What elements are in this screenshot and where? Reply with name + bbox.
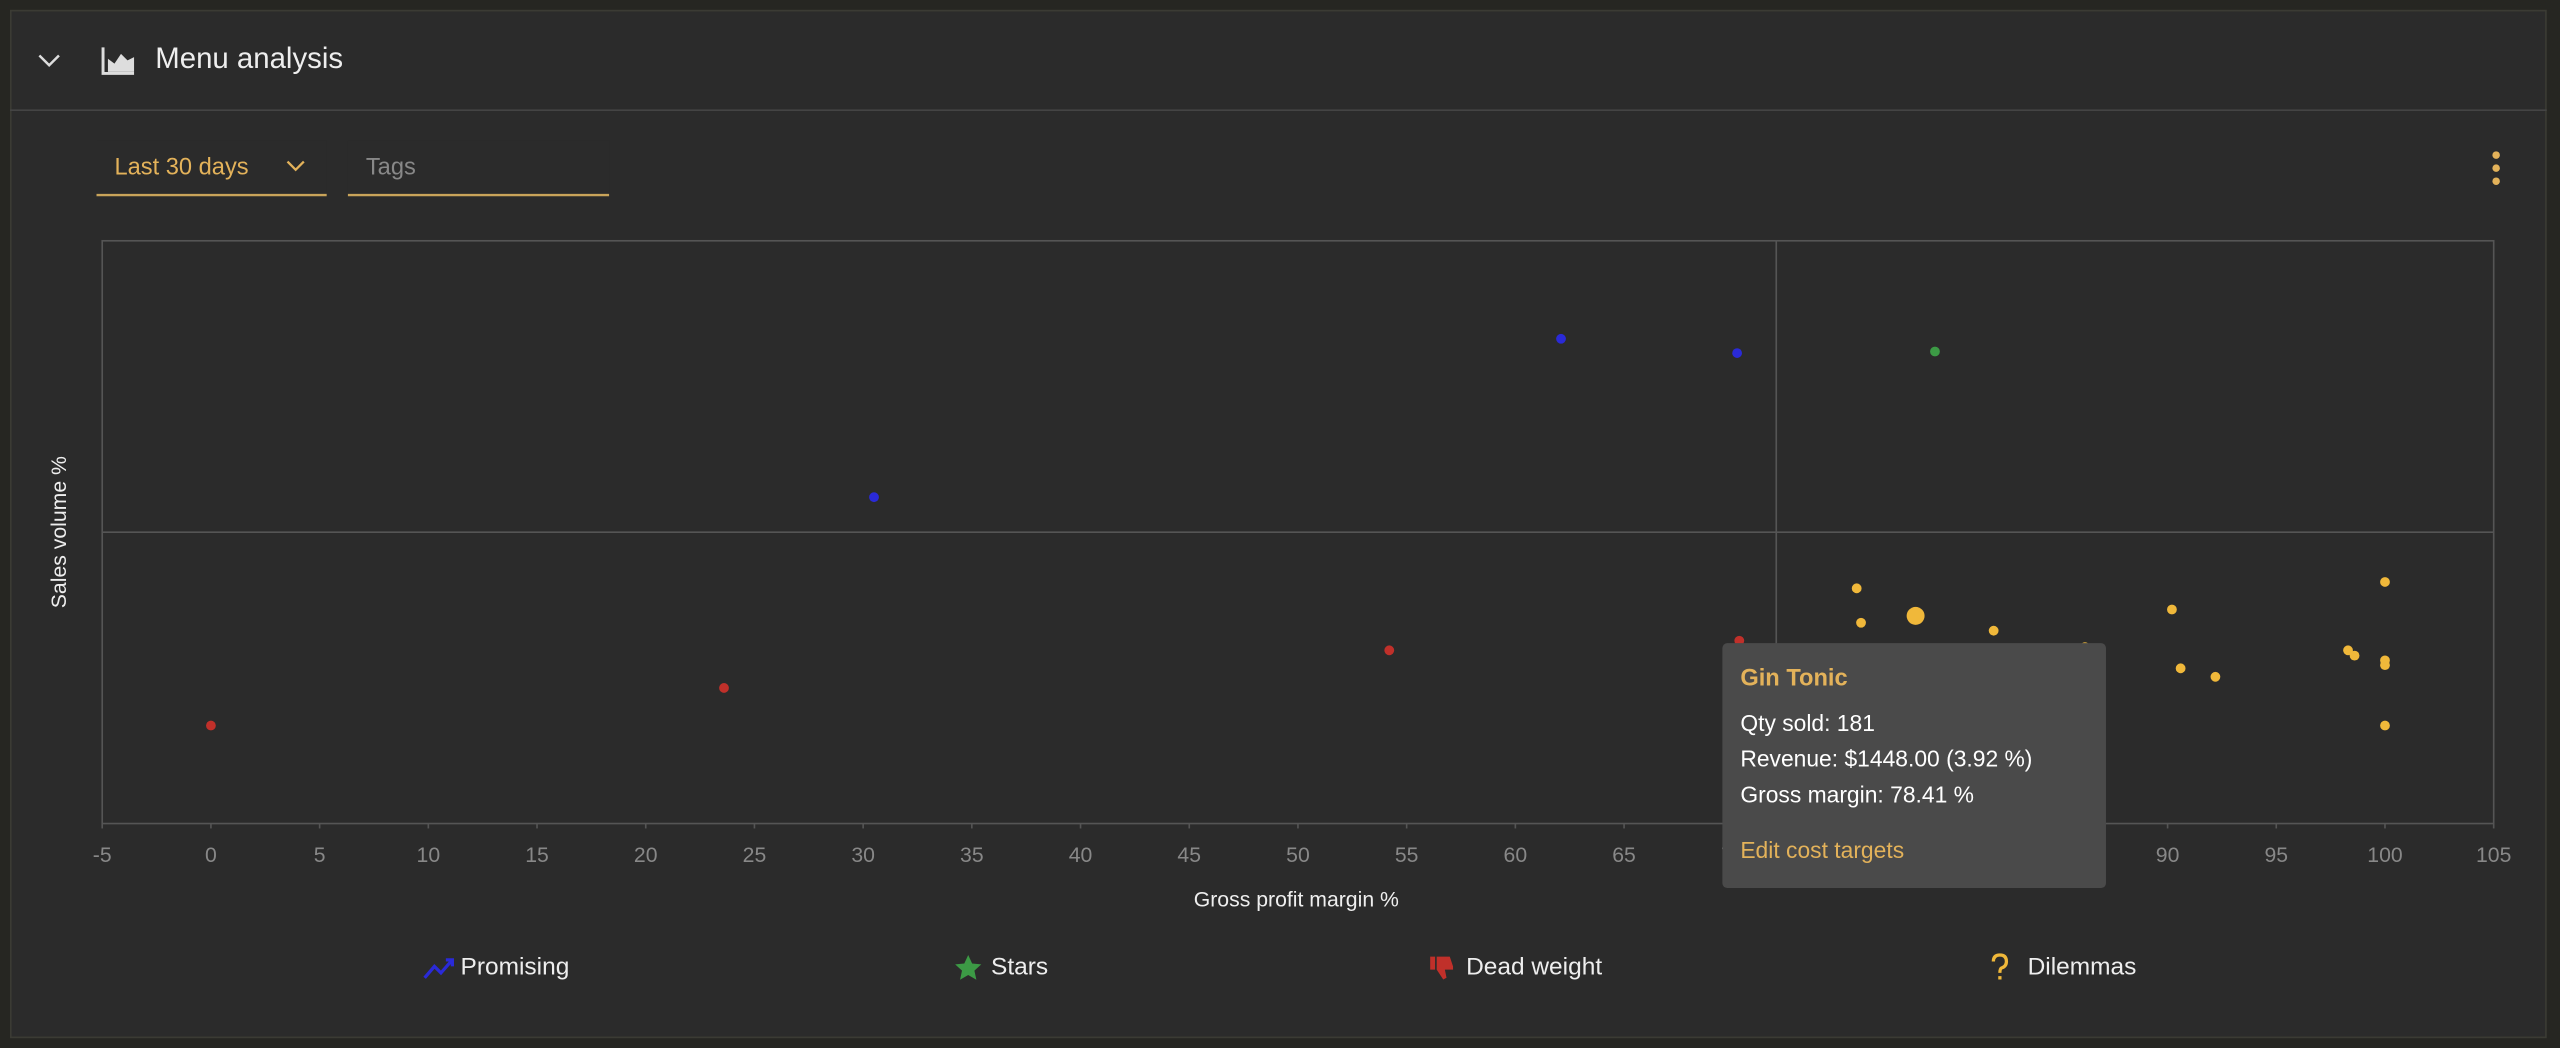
period-select[interactable]: Last 30 days <box>96 140 327 197</box>
panel-title: Menu analysis <box>155 42 343 75</box>
x-tick-label: 15 <box>525 844 549 867</box>
x-tick-label: 35 <box>960 844 984 867</box>
legend-icon <box>1430 956 1454 980</box>
x-tick-label: 10 <box>417 844 441 867</box>
chart-icon <box>101 47 135 75</box>
data-point[interactable] <box>2380 577 2390 587</box>
tooltip-link[interactable]: Edit cost targets <box>1740 837 1904 863</box>
legend-label: Dilemmas <box>2028 953 2137 980</box>
data-point[interactable] <box>2167 604 2177 615</box>
data-point[interactable] <box>2349 650 2360 661</box>
data-point[interactable] <box>1851 583 1862 594</box>
legend-item[interactable]: Stars <box>955 953 1048 980</box>
tooltip-title: Gin Tonic <box>1740 665 1847 691</box>
plot: -505101520253035404550556065707580859095… <box>93 240 2511 867</box>
data-point[interactable] <box>2380 660 2390 671</box>
data-point[interactable] <box>1906 606 1925 625</box>
data-point[interactable] <box>1556 333 1566 344</box>
tooltip-box <box>1722 643 2106 889</box>
period-value: Last 30 days <box>114 154 248 180</box>
data-point[interactable] <box>869 492 879 503</box>
legend-icon <box>1991 953 2009 980</box>
x-tick-label: 50 <box>1286 844 1310 867</box>
data-point[interactable] <box>206 720 216 731</box>
data-point[interactable] <box>1856 617 1866 628</box>
legend: Promising Stars Dead weight Dilemmas <box>423 953 2137 980</box>
x-tick-label: -5 <box>93 844 112 867</box>
x-tick-label: 40 <box>1069 844 1093 867</box>
x-tick-label: 45 <box>1177 844 1201 867</box>
x-tick-label: 95 <box>2264 844 2288 867</box>
x-tick-label: 90 <box>2156 844 2180 867</box>
tooltip-line: Qty sold: 181 <box>1740 710 1875 736</box>
data-point[interactable] <box>719 683 729 693</box>
x-tick-label: 105 <box>2476 844 2511 867</box>
x-axis-label: Gross profit margin % <box>1194 889 1399 912</box>
data-point[interactable] <box>1384 645 1395 656</box>
x-tick-label: 0 <box>205 844 217 867</box>
tooltip-line: Gross margin: 78.41 % <box>1740 782 1974 808</box>
x-tick-label: 60 <box>1504 844 1528 867</box>
legend-item[interactable]: Dilemmas <box>1991 953 2137 980</box>
tags-placeholder: Tags <box>366 154 416 180</box>
data-point[interactable] <box>1732 348 1743 358</box>
x-tick-label: 20 <box>634 844 658 867</box>
legend-icon <box>955 954 982 980</box>
collapse-chevron[interactable] <box>38 54 60 68</box>
data-point[interactable] <box>2175 663 2186 674</box>
x-tick-label: 55 <box>1395 844 1419 867</box>
data-point[interactable] <box>2210 671 2221 682</box>
legend-item[interactable]: Dead weight <box>1430 953 1602 980</box>
tooltip-line: Revenue: $1448.00 (3.92 %) <box>1740 746 2032 772</box>
legend-label: Stars <box>991 953 1048 980</box>
tags-input[interactable]: Tags <box>347 140 610 197</box>
x-tick-label: 30 <box>851 844 875 867</box>
legend-label: Dead weight <box>1466 953 1602 980</box>
more-menu[interactable] <box>2492 151 2500 185</box>
legend-label: Promising <box>461 953 570 980</box>
data-point[interactable] <box>2380 720 2390 731</box>
x-tick-label: 100 <box>2367 844 2402 867</box>
legend-item[interactable]: Promising <box>423 953 570 980</box>
data-point[interactable] <box>1930 346 1940 357</box>
data-point[interactable] <box>2343 645 2353 656</box>
x-tick-label: 65 <box>1612 844 1636 867</box>
y-axis-label: Sales volume % <box>48 456 71 608</box>
x-tick-label: 25 <box>743 844 767 867</box>
data-point[interactable] <box>1988 625 1999 636</box>
legend-icon <box>423 958 455 979</box>
x-tick-label: 5 <box>314 844 326 867</box>
tooltip: Gin Tonic Qty sold: 181 Revenue: $1448.00 … <box>1722 643 2106 889</box>
